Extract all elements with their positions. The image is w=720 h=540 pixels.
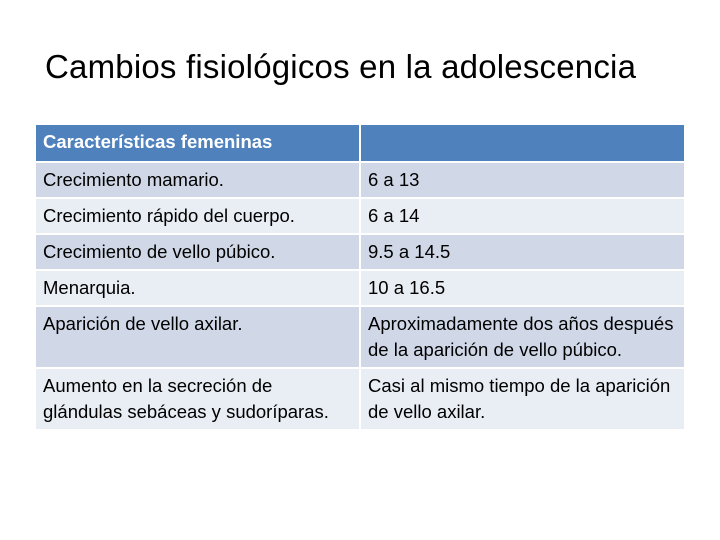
characteristic-cell: Crecimiento de vello púbico. xyxy=(36,234,361,271)
table-row: Crecimiento rápido del cuerpo. 6 a 14 xyxy=(36,198,684,235)
slide-title: Cambios fisiológicos en la adolescencia xyxy=(45,48,637,85)
table-row: Menarquia. 10 a 16.5 xyxy=(36,270,684,307)
age-cell: Casi al mismo tiempo de la aparición de … xyxy=(360,368,684,431)
table-row: Aumento en la secreción de glándulas seb… xyxy=(36,368,684,431)
characteristic-cell: Aparición de vello axilar. xyxy=(36,306,361,369)
characteristic-cell: Menarquia. xyxy=(36,270,361,307)
table-header-row: Características femeninas xyxy=(36,125,684,163)
age-cell: 10 a 16.5 xyxy=(360,270,684,307)
age-cell: 6 a 14 xyxy=(360,198,684,235)
table-row: Aparición de vello axilar. Aproximadamen… xyxy=(36,306,684,369)
table-row: Crecimiento de vello púbico. 9.5 a 14.5 xyxy=(36,234,684,271)
age-cell: Aproximadamente dos años después de la a… xyxy=(360,306,684,369)
characteristics-table: Características femeninas Crecimiento ma… xyxy=(36,125,684,431)
characteristic-cell: Crecimiento mamario. xyxy=(36,162,361,199)
age-cell: 6 a 13 xyxy=(360,162,684,199)
header-age xyxy=(360,125,684,163)
header-characteristics: Características femeninas xyxy=(36,125,361,163)
age-cell: 9.5 a 14.5 xyxy=(360,234,684,271)
table-row: Crecimiento mamario. 6 a 13 xyxy=(36,162,684,199)
characteristic-cell: Crecimiento rápido del cuerpo. xyxy=(36,198,361,235)
characteristic-cell: Aumento en la secreción de glándulas seb… xyxy=(36,368,361,431)
